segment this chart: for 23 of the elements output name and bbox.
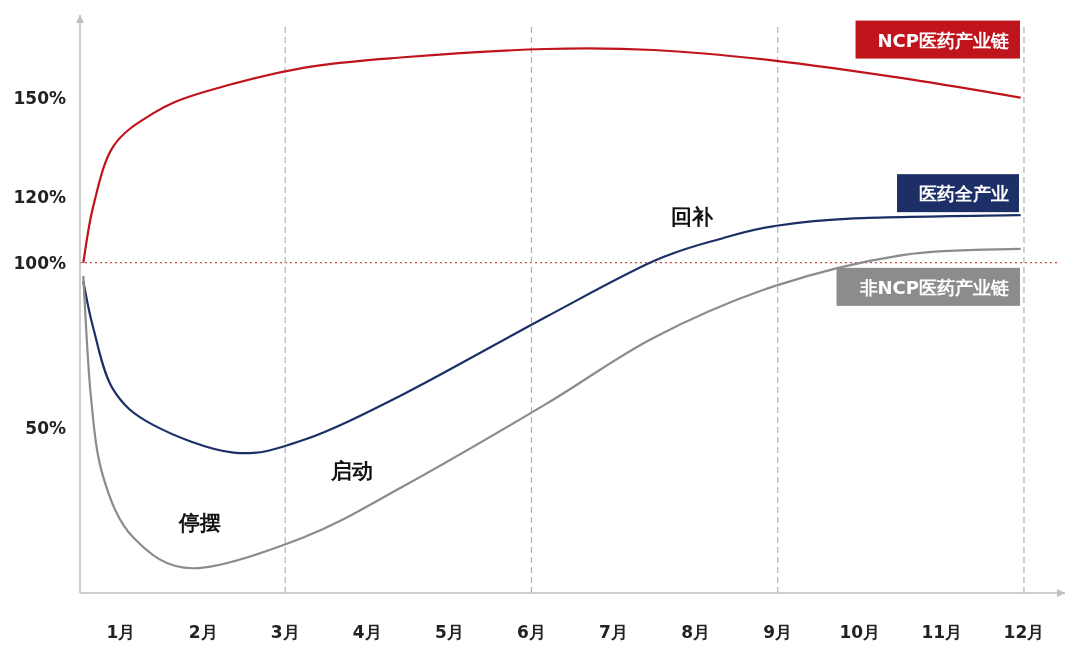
line-series	[82, 247, 1022, 570]
x-tick-label: 11月	[921, 622, 963, 642]
x-tick-label: 10月	[839, 622, 881, 642]
series-label: 非NCP医药产业链	[858, 276, 1010, 298]
x-tick-label: 2月	[188, 622, 218, 642]
x-tick-label: 8月	[681, 622, 711, 642]
x-tick-label: 7月	[599, 622, 628, 642]
y-tick-label: 150%	[13, 87, 66, 108]
x-tick-label: 6月	[517, 622, 546, 642]
y-tick-label: 100%	[13, 252, 66, 273]
x-tick-label: 9月	[763, 622, 793, 642]
x-tick-label: 4月	[352, 622, 382, 642]
x-tick-label: 1月	[106, 622, 136, 642]
annotation: 停摆	[178, 511, 221, 535]
x-tick-label: 5月	[434, 622, 464, 642]
series-label: NCP医药产业链	[877, 29, 1010, 51]
series-label: 医药全产业	[919, 183, 1009, 205]
x-tick-label: 3月	[270, 622, 300, 642]
annotation: 回补	[671, 205, 714, 229]
y-tick-label: 120%	[13, 186, 66, 207]
x-tick-label: 12月	[1003, 622, 1045, 642]
y-tick-label: 50%	[25, 417, 66, 438]
annotation: 启动	[330, 459, 373, 483]
